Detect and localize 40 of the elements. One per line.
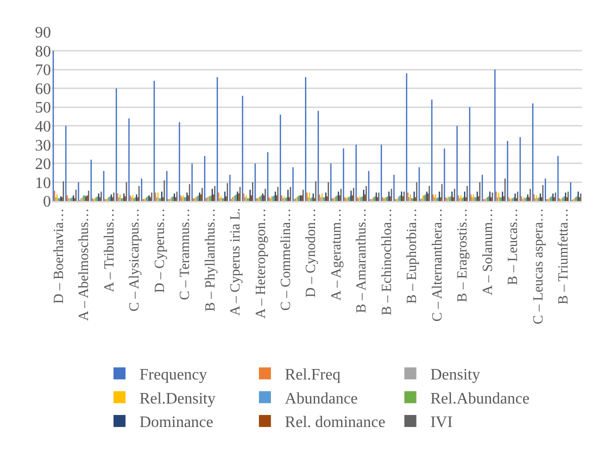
y-tick-label: 0 — [43, 194, 51, 211]
x-tick-label: A – Abelmoschus… — [77, 208, 92, 321]
x-tick-label: C – Alysicarpus… — [128, 208, 143, 312]
legend-label: Dominance — [140, 414, 214, 432]
x-tick-label: B – Amaranthus… — [354, 208, 370, 314]
legend-label: Abundance — [284, 390, 358, 408]
x-tick-label: C – Alternanthera… — [430, 208, 446, 322]
legend-label: Rel.Density — [140, 390, 216, 408]
x-tick-label: C – Teramnus… — [178, 208, 194, 300]
x-tick-label: C – Commelina… — [279, 208, 294, 311]
y-tick-label: 80 — [35, 43, 51, 60]
y-tick-label: 60 — [35, 80, 51, 98]
x-tick-label: B – Phyllanthus… — [203, 208, 218, 312]
legend-label: Density — [430, 366, 480, 384]
x-tick-label: C – Leucas aspera… — [531, 208, 546, 324]
x-tick-label: B – Eragrostis… — [456, 208, 471, 302]
y-tick-label: 10 — [35, 174, 51, 192]
x-tick-label: B – Leucas… — [506, 208, 522, 286]
legend-label: IVI — [430, 414, 453, 432]
x-tick-label: B – Echinochloa… — [380, 208, 395, 316]
y-tick-label: 20 — [35, 156, 51, 174]
x-tick-label: D – Cynodon… — [304, 208, 320, 298]
y-tick-label: 90 — [35, 24, 51, 42]
y-tick-label: 30 — [35, 137, 51, 154]
x-tick-label: B – Euphorbia… — [405, 208, 420, 304]
legend-label: Rel.Abundance — [430, 390, 530, 408]
x-tick-label: A – Heteropogon… — [254, 208, 269, 319]
x-tick-label: D – Cyperus… — [152, 208, 168, 293]
y-tick-label: 50 — [35, 100, 51, 117]
x-tick-label: A – Cyperus iria L. — [228, 208, 244, 316]
y-tick-label: 40 — [35, 118, 51, 136]
y-tick-label: 70 — [35, 62, 51, 80]
x-tick-label: A – Tribulus… — [102, 208, 118, 292]
legend-label: Rel. dominance — [284, 414, 386, 432]
x-tick-label: A – Solanum… — [480, 208, 496, 296]
x-tick-label: A – Ageratum… — [329, 208, 344, 301]
legend-label: Frequency — [140, 366, 208, 384]
x-tick-label: B – Triumfetta… — [556, 208, 572, 305]
x-tick-label: D – Boerhavia… — [52, 208, 67, 304]
legend-label: Rel.Freq — [284, 366, 340, 384]
